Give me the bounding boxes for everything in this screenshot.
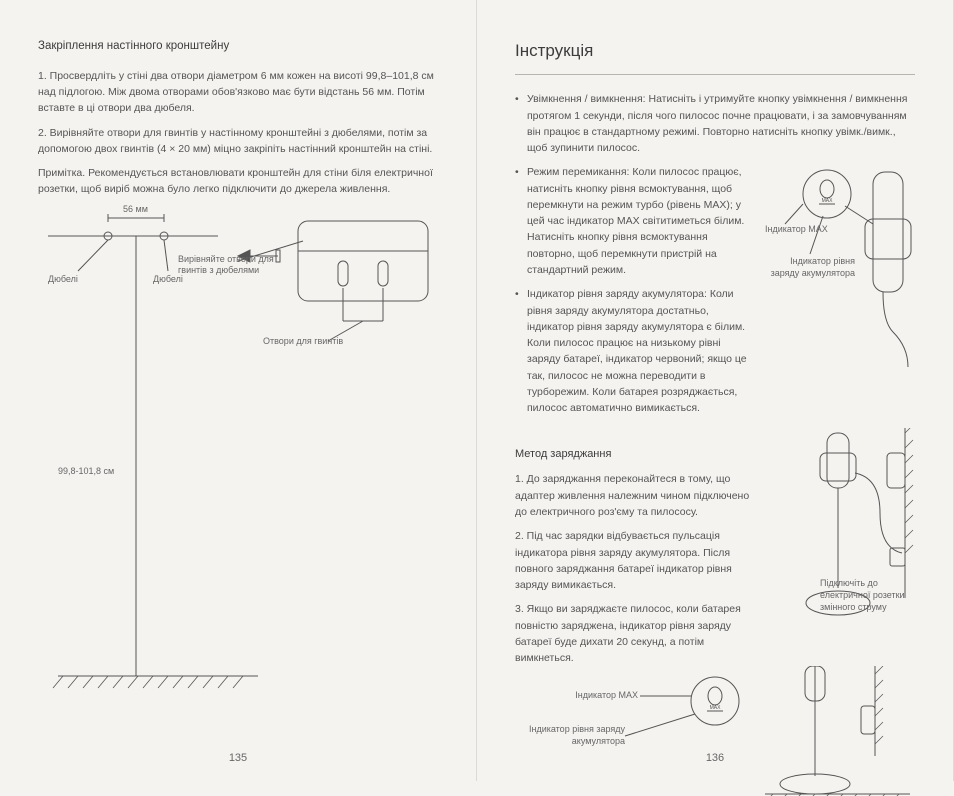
bullet-1: Увімкнення / вимкнення: Натисніть і утри… — [515, 91, 915, 156]
bottom-diagram: MAX — [515, 666, 915, 796]
lbl-screwholes: Отвори для гвинтів — [263, 336, 343, 348]
left-note: Примітка. Рекомендується встановлювати к… — [38, 165, 438, 198]
page-left: Закріплення настінного кронштейну 1. Про… — [0, 0, 477, 781]
right-heading: Інструкція — [515, 38, 915, 64]
bullet-2: Режим перемикання: Коли пилосос працює, … — [515, 164, 755, 278]
lbl-batt1: Індикатор рівня заряду акумулятора — [765, 256, 855, 279]
left-heading: Закріплення настінного кронштейну — [38, 38, 438, 56]
pagenum-left: 135 — [0, 750, 476, 767]
pagenum-right: 136 — [477, 750, 953, 767]
charge-p3: 3. Якщо ви заряджаєте пилосос, коли бата… — [515, 601, 755, 666]
lbl-56mm: 56 мм — [123, 204, 148, 216]
divider — [515, 74, 915, 75]
instruction-list: Увімкнення / вимкнення: Натисніть і утри… — [515, 91, 915, 156]
charge-heading: Метод заряджання — [515, 446, 755, 463]
lbl-height: 99,8-101,8 см — [58, 466, 114, 478]
left-p2: 2. Вирівняйте отвори для гвинтів у насті… — [38, 125, 438, 158]
lbl-batt2: Індикатор рівня заряду акумулятора — [525, 724, 625, 747]
left-p1: 1. Просвердліть у стіні два отвори діаме… — [38, 68, 438, 117]
bullet-3: Індикатор рівня заряду акумулятора: Коли… — [515, 286, 755, 416]
page-right: Інструкція Увімкнення / вимкнення: Натис… — [477, 0, 954, 781]
charge-section: Метод заряджання 1. До заряджання переко… — [515, 428, 915, 674]
svg-text:MAX: MAX — [710, 705, 722, 711]
lbl-max1: Індикатор MAX — [765, 224, 828, 236]
mode-section: Режим перемикання: Коли пилосос працює, … — [515, 164, 915, 424]
charge-p2: 2. Під час зарядки відбувається пульсаці… — [515, 528, 755, 593]
charge-p1: 1. До заряджання переконайтеся в тому, щ… — [515, 471, 755, 520]
bracket-diagram: 56 мм Дюбелі Дюбелі Вирівняйте отвори дл… — [38, 206, 438, 726]
svg-text:MAX: MAX — [822, 198, 834, 204]
lbl-max2: Індикатор MAX — [563, 690, 638, 702]
lbl-plug: Підключіть до електричної розетки змінно… — [820, 578, 910, 613]
lbl-align: Вирівняйте отвори для гвинтів з дюбелями — [178, 254, 288, 277]
lbl-dowels1: Дюбелі — [48, 274, 78, 286]
